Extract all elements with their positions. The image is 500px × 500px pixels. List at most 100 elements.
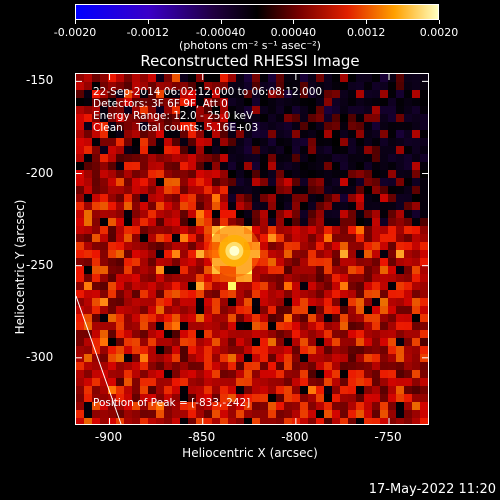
- heatmap-cell: [372, 378, 380, 386]
- plot-timestamp: 17-May-2022 11:20: [368, 482, 496, 497]
- heatmap-cell: [196, 170, 204, 178]
- heatmap-cell: [204, 186, 212, 194]
- heatmap-cell: [180, 74, 188, 82]
- heatmap-cell: [412, 106, 420, 114]
- heatmap-cell: [332, 282, 340, 290]
- heatmap-cell: [76, 234, 84, 242]
- heatmap-cell: [276, 210, 284, 218]
- heatmap-cell: [332, 378, 340, 386]
- heatmap-cell: [228, 410, 236, 418]
- heatmap-cell: [396, 378, 404, 386]
- heatmap-cell: [188, 186, 196, 194]
- heatmap-cell: [404, 250, 412, 258]
- heatmap-cell: [116, 138, 124, 146]
- heatmap-cell: [372, 306, 380, 314]
- heatmap-cell: [188, 274, 196, 282]
- heatmap-cell: [324, 90, 332, 98]
- heatmap-cell: [404, 242, 412, 250]
- heatmap-cell: [388, 146, 396, 154]
- heatmap-cell: [116, 114, 124, 122]
- heatmap-cell: [140, 322, 148, 330]
- heatmap-cell: [372, 354, 380, 362]
- heatmap-cell: [316, 74, 324, 82]
- heatmap-cell: [196, 386, 204, 394]
- heatmap-cell: [76, 282, 84, 290]
- heatmap-cell: [372, 386, 380, 394]
- heatmap-cell: [84, 170, 92, 178]
- heatmap-cell: [276, 314, 284, 322]
- heatmap-cell: [412, 306, 420, 314]
- heatmap-cell: [108, 90, 116, 98]
- heatmap-cell: [156, 186, 164, 194]
- heatmap-cell: [404, 114, 412, 122]
- heatmap-cell: [364, 250, 372, 258]
- heatmap-cell: [164, 242, 172, 250]
- heatmap-cell: [108, 362, 116, 370]
- heatmap-cell: [84, 274, 92, 282]
- heatmap-cell: [164, 274, 172, 282]
- heatmap-cell: [156, 290, 164, 298]
- heatmap-cell: [356, 386, 364, 394]
- heatmap-cell: [388, 82, 396, 90]
- heatmap-cell: [404, 178, 412, 186]
- heatmap-cell: [412, 338, 420, 346]
- heatmap-cell: [148, 378, 156, 386]
- heatmap-cell: [196, 90, 204, 98]
- heatmap-cell: [156, 122, 164, 130]
- heatmap-cell: [180, 82, 188, 90]
- heatmap-cell: [188, 210, 196, 218]
- heatmap-cell: [228, 146, 236, 154]
- heatmap-cell: [284, 98, 292, 106]
- heatmap-cell: [364, 170, 372, 178]
- heatmap-cell: [348, 210, 356, 218]
- heatmap-cell: [348, 418, 356, 424]
- heatmap-cell: [308, 354, 316, 362]
- heatmap-cell: [300, 354, 308, 362]
- heatmap-cell: [172, 258, 180, 266]
- heatmap-cell: [140, 178, 148, 186]
- heatmap-cell: [404, 234, 412, 242]
- heatmap-cell: [292, 386, 300, 394]
- heatmap-cell: [220, 82, 228, 90]
- heatmap-cell: [308, 178, 316, 186]
- heatmap-cell: [396, 322, 404, 330]
- heatmap-cell: [180, 410, 188, 418]
- heatmap-cell: [116, 170, 124, 178]
- heatmap-cell: [220, 186, 228, 194]
- heatmap-cell: [268, 122, 276, 130]
- heatmap-cell: [140, 290, 148, 298]
- heatmap-cell: [108, 130, 116, 138]
- heatmap-cell: [188, 234, 196, 242]
- heatmap-cell: [404, 202, 412, 210]
- heatmap-cell: [156, 418, 164, 424]
- heatmap-cell: [364, 322, 372, 330]
- heatmap-cell: [156, 378, 164, 386]
- heatmap-cell: [268, 130, 276, 138]
- heatmap-cell: [116, 394, 124, 402]
- heatmap-cell: [332, 418, 340, 424]
- heatmap-cell: [268, 266, 276, 274]
- heatmap-cell: [204, 202, 212, 210]
- heatmap-cell: [380, 202, 388, 210]
- heatmap-cell: [412, 370, 420, 378]
- colorbar-tick-label: -0.00040: [195, 26, 246, 39]
- heatmap-cell: [100, 362, 108, 370]
- heatmap-cell: [108, 122, 116, 130]
- heatmap-cell: [180, 274, 188, 282]
- heatmap-cell: [388, 274, 396, 282]
- heatmap-cell: [164, 122, 172, 130]
- heatmap-cell: [356, 106, 364, 114]
- heatmap-cell: [276, 298, 284, 306]
- heatmap-cell: [420, 322, 428, 330]
- heatmap-cell: [292, 154, 300, 162]
- heatmap-cell: [396, 242, 404, 250]
- heatmap-cell: [364, 154, 372, 162]
- heatmap-cell: [356, 130, 364, 138]
- heatmap-cell: [212, 178, 220, 186]
- heatmap-cell: [156, 202, 164, 210]
- heatmap-cell: [284, 362, 292, 370]
- heatmap-cell: [116, 82, 124, 90]
- heatmap-cell: [188, 370, 196, 378]
- heatmap-cell: [308, 306, 316, 314]
- heatmap-cell: [332, 82, 340, 90]
